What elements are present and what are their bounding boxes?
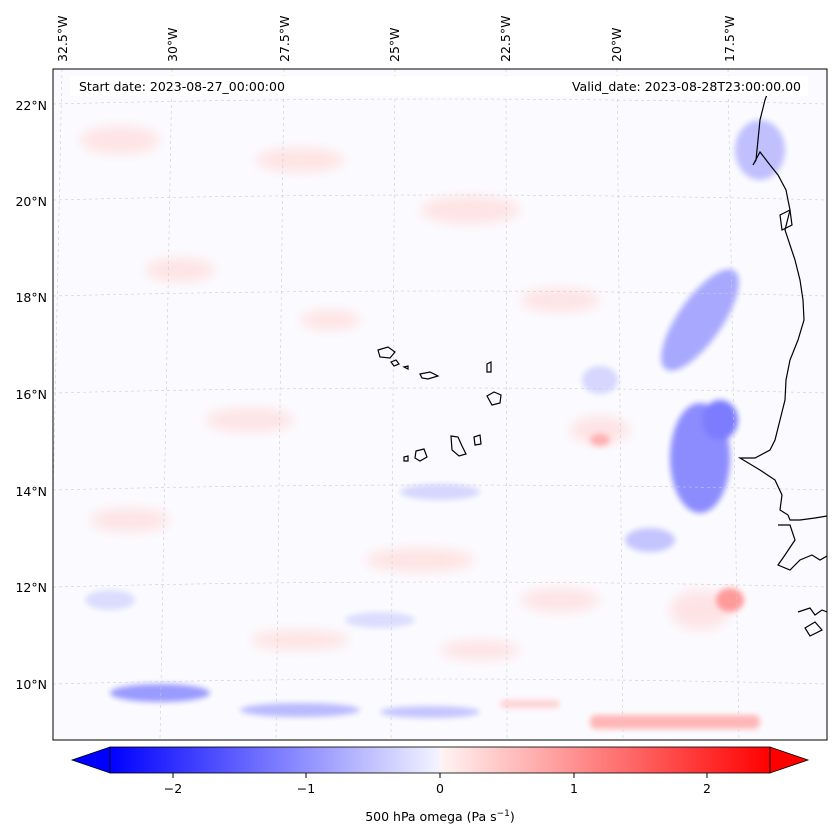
lon-label: 25°W [387, 27, 402, 62]
lat-label: 10°N [15, 677, 47, 692]
map-panel: Start date: 2023-08-27_00:00:00 Valid_da… [53, 69, 827, 740]
lat-label: 18°N [15, 290, 47, 305]
colorbar-tick-label: 2 [703, 781, 711, 796]
lon-label: 22.5°W [498, 16, 513, 62]
graticule [53, 69, 827, 740]
colorbar-tick-label: 1 [570, 781, 578, 796]
colorbar-tick-label: −1 [297, 781, 315, 796]
african-coastline [737, 85, 827, 521]
colorbar-extend-min [70, 746, 111, 774]
island-brava [403, 455, 409, 462]
coastlines [737, 85, 827, 637]
island-sao-vicente [390, 359, 400, 367]
colorbar-label: 500 hPa omega (Pa s−1) [365, 809, 515, 824]
longitude-labels: 32.5°W 30°W 27.5°W 25°W 22.5°W 20°W 17.5… [55, 16, 737, 62]
omega-field [53, 69, 827, 740]
island-sal [486, 361, 492, 373]
island-boa-vista [486, 391, 502, 406]
colorbar-label-main: 500 hPa omega (Pa s [365, 809, 496, 824]
lon-label: 27.5°W [277, 16, 292, 62]
valid-date-label: Valid_date: 2023-08-28T23:00:00.00 [572, 79, 801, 94]
lon-label: 20°W [609, 27, 624, 62]
island-sao-nicolau [419, 371, 440, 380]
lon-label: 32.5°W [55, 16, 70, 62]
lat-label: 12°N [15, 580, 47, 595]
colorbar-label-exponent: −1 [497, 809, 510, 819]
colorbar-tick-label: 0 [436, 781, 444, 796]
island-maio [473, 434, 482, 446]
negative-omega-areas [85, 120, 785, 718]
island-santa-luzia [402, 365, 409, 370]
lat-label: 16°N [15, 387, 47, 402]
lon-label: 17.5°W [722, 16, 737, 62]
colorbar-label-close: ) [510, 809, 515, 824]
colorbar-extend-max [769, 746, 810, 774]
colorbar-negative [110, 747, 440, 773]
island-santo-antao [377, 346, 396, 359]
cape-verde-islands [377, 346, 502, 462]
colorbar-ticks [172, 773, 708, 778]
southern-positive-band [500, 434, 760, 729]
island-fogo [414, 448, 428, 462]
colorbar-tick-labels: −2 −1 0 1 2 [164, 781, 711, 796]
start-date-label: Start date: 2023-08-27_00:00:00 [79, 79, 285, 94]
lat-label: 20°N [15, 194, 47, 209]
island-santiago [450, 435, 467, 457]
map-frame [52, 68, 828, 741]
positive-omega-areas [80, 126, 730, 660]
lat-label: 22°N [15, 98, 47, 113]
colorbar: −2 −1 0 1 2 500 hPa omega (Pa s−1) [70, 746, 810, 824]
latitude-labels: 22°N 20°N 18°N 16°N 14°N 12°N 10°N [15, 98, 47, 692]
lon-label: 30°W [165, 27, 180, 62]
title-strip [70, 76, 808, 96]
colorbar-tick-label: −2 [164, 781, 182, 796]
lat-label: 14°N [15, 484, 47, 499]
colorbar-positive [440, 747, 770, 773]
